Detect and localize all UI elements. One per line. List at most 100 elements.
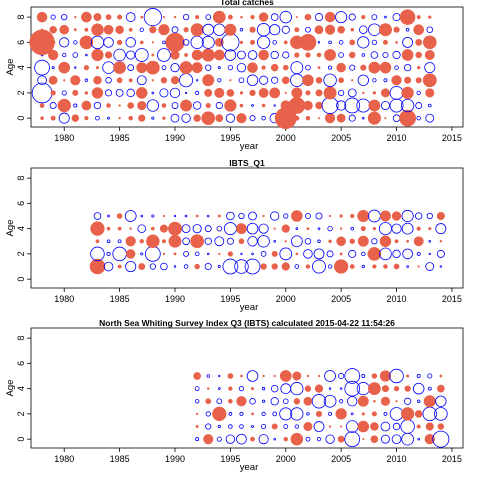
bubble-positive — [360, 226, 366, 232]
x-tick-label: 1985 — [110, 133, 130, 143]
bubble-positive — [339, 227, 343, 230]
bubble-negative — [249, 115, 256, 122]
bubble-positive — [59, 24, 70, 35]
bubble-negative — [261, 386, 266, 391]
bubble-negative — [169, 87, 181, 99]
bubble-negative — [295, 227, 299, 230]
bubble-negative — [225, 113, 236, 123]
bubble-positive — [118, 104, 121, 107]
bubble-positive — [138, 114, 146, 122]
bubble-positive — [303, 100, 313, 111]
bubble-negative — [327, 264, 333, 269]
bubble-negative — [402, 248, 413, 260]
bubble-positive — [180, 99, 192, 112]
bubble-positive — [391, 75, 402, 86]
bubble-negative — [260, 251, 267, 257]
bubble-negative — [270, 50, 279, 60]
bubble-positive — [128, 78, 133, 83]
bubble-positive — [117, 14, 123, 20]
bubble-positive — [229, 79, 232, 82]
bubble-positive — [117, 226, 122, 231]
bubble-negative — [204, 262, 212, 271]
bubble-negative — [84, 78, 89, 83]
chart-title: North Sea Whiting Survey Index Q3 (IBTS)… — [99, 318, 395, 328]
bubble-positive — [413, 24, 425, 36]
bubble-positive — [381, 88, 390, 98]
bubble-positive — [91, 48, 104, 62]
bubble-negative — [217, 78, 222, 83]
bubble-positive — [380, 210, 391, 222]
bubble-positive — [425, 88, 435, 98]
bubble-positive — [424, 434, 435, 445]
bubble-negative — [425, 262, 435, 271]
bubble-positive — [305, 52, 311, 58]
bubble-negative — [218, 374, 221, 378]
bubble-negative — [140, 252, 144, 256]
bubble-negative — [344, 368, 361, 384]
bubble-positive — [227, 373, 234, 379]
bubble-negative — [226, 237, 234, 245]
y-tick-label: 2 — [16, 411, 26, 416]
bubble-positive — [71, 114, 80, 122]
bubble-positive — [191, 62, 203, 74]
bubble-positive — [249, 89, 256, 97]
bubble-positive — [151, 226, 155, 231]
y-tick-label: 2 — [16, 251, 26, 256]
bubble-negative — [201, 35, 215, 49]
bubble-positive — [428, 15, 432, 19]
x-tick-label: 2015 — [442, 133, 462, 143]
bubble-negative — [248, 211, 257, 221]
x-tick-label: 1995 — [220, 294, 240, 304]
bubble-negative — [217, 265, 221, 268]
bubble-positive — [350, 213, 355, 219]
x-tick-label: 1980 — [54, 294, 74, 304]
bubble-negative — [102, 61, 115, 74]
bubble-positive — [283, 40, 288, 45]
bubble-negative — [106, 251, 111, 256]
bubble-positive — [84, 27, 89, 32]
bubble-positive — [439, 240, 443, 243]
bubble-negative — [427, 103, 432, 108]
x-tick-label: 2010 — [387, 294, 407, 304]
bubble-positive — [314, 384, 324, 393]
bubble-positive — [48, 49, 59, 61]
bubble-positive — [350, 27, 354, 32]
bubble-negative — [125, 37, 136, 48]
bubble-positive — [201, 48, 215, 62]
bubble-negative — [247, 236, 258, 247]
bubble-negative — [206, 214, 210, 218]
bubble-positive — [95, 239, 100, 244]
chart-title: IBTS_Q1 — [229, 158, 265, 168]
bubble-positive — [48, 75, 58, 85]
bubble-negative — [182, 39, 190, 46]
bubble-positive — [236, 396, 247, 407]
bubble-positive — [168, 234, 182, 248]
bubble-positive — [281, 76, 290, 85]
bubble-negative — [378, 222, 392, 236]
bubble-negative — [90, 246, 105, 262]
bubble-positive — [250, 15, 255, 20]
bubble-negative — [315, 212, 323, 220]
bubble-negative — [344, 380, 361, 397]
bubble-positive — [360, 64, 367, 71]
bubble-negative — [270, 384, 279, 393]
bubble-positive — [261, 103, 266, 108]
bubble-negative — [368, 209, 381, 223]
bubble-positive — [404, 76, 412, 84]
bubble-negative — [401, 209, 414, 223]
bubble-negative — [95, 115, 100, 121]
bubble-positive — [357, 235, 369, 247]
bubble-positive — [240, 374, 243, 378]
bubble-positive — [146, 234, 160, 248]
bubble-negative — [238, 212, 245, 220]
bubble-positive — [36, 11, 48, 23]
bubble-positive — [116, 213, 123, 219]
bubble-positive — [214, 37, 224, 47]
bubble-positive — [304, 385, 312, 392]
bubble-negative — [356, 98, 371, 113]
bubble-positive — [81, 11, 92, 23]
bubble-negative — [383, 78, 388, 83]
bubble-negative — [383, 411, 388, 416]
bubble-positive — [315, 76, 323, 84]
bubble-negative — [349, 64, 356, 71]
